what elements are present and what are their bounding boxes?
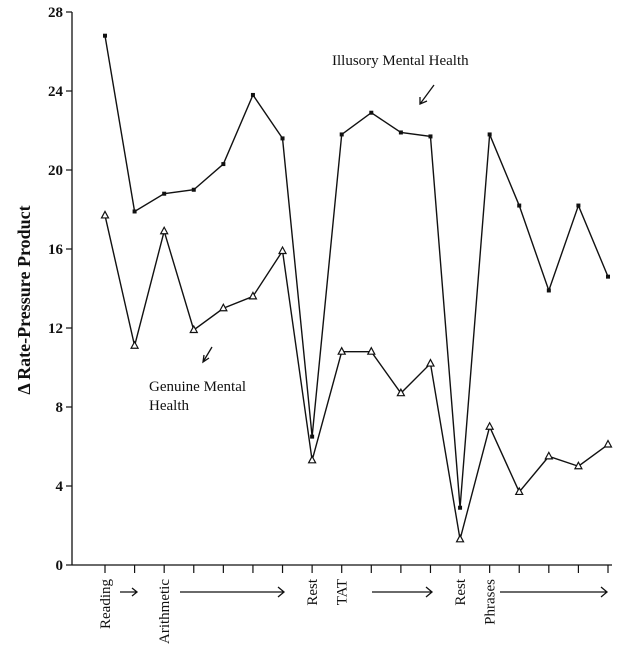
x-tick-label: Phrases <box>483 579 499 625</box>
y-tick-label: 24 <box>48 84 64 100</box>
marker <box>458 505 463 510</box>
y-tick-label: 12 <box>48 321 63 337</box>
arrow <box>180 586 286 598</box>
marker <box>546 288 551 293</box>
annotation-arrow <box>419 84 435 105</box>
marker <box>425 358 435 367</box>
marker <box>487 132 492 137</box>
series-line <box>104 35 609 508</box>
arrow <box>500 586 609 598</box>
marker <box>369 110 374 115</box>
marker <box>544 451 554 460</box>
annotation-illusory: Illusory Mental Health <box>332 53 469 69</box>
marker <box>280 136 285 141</box>
x-tick-label: Rest <box>453 578 469 606</box>
marker <box>278 245 288 255</box>
y-tick-label: 28 <box>48 5 63 21</box>
marker <box>337 346 347 355</box>
y-tick-label: 0 <box>56 558 64 574</box>
arrow <box>372 586 434 598</box>
x-tick-label: TAT <box>335 579 351 605</box>
marker <box>339 132 344 137</box>
marker <box>221 162 226 167</box>
marker <box>455 534 465 543</box>
marker <box>132 209 137 214</box>
marker <box>603 439 613 448</box>
marker <box>191 187 196 192</box>
marker <box>130 340 140 349</box>
marker <box>159 225 169 235</box>
marker <box>606 274 610 279</box>
marker <box>485 421 495 430</box>
marker <box>103 33 107 38</box>
marker <box>250 92 255 97</box>
marker <box>366 346 376 355</box>
y-tick-label: 8 <box>56 400 64 416</box>
series-line <box>104 215 609 540</box>
y-tick-label: 20 <box>48 163 63 179</box>
x-tick-label: Arithmetic <box>157 579 173 644</box>
x-tick-label: Reading <box>98 579 114 629</box>
x-tick-label: Rest <box>305 578 321 606</box>
marker <box>248 291 258 300</box>
y-tick-label: 16 <box>48 242 64 258</box>
y-axis-label: Δ Rate-Pressure Product <box>14 205 34 394</box>
marker <box>310 434 315 439</box>
marker <box>428 134 433 139</box>
marker <box>517 203 522 208</box>
marker <box>162 191 167 196</box>
arrow <box>120 587 139 597</box>
marker <box>514 486 524 496</box>
marker <box>307 455 317 464</box>
marker <box>576 203 581 208</box>
annotation-arrow <box>202 346 213 364</box>
marker <box>189 324 199 334</box>
marker <box>100 210 110 219</box>
marker <box>396 387 406 397</box>
marker <box>218 302 228 312</box>
annotation-genuine: Genuine Mental Health <box>149 379 247 414</box>
marker <box>573 460 583 470</box>
marker <box>398 130 403 135</box>
arrows <box>120 84 609 598</box>
y-tick-label: 4 <box>56 479 64 495</box>
